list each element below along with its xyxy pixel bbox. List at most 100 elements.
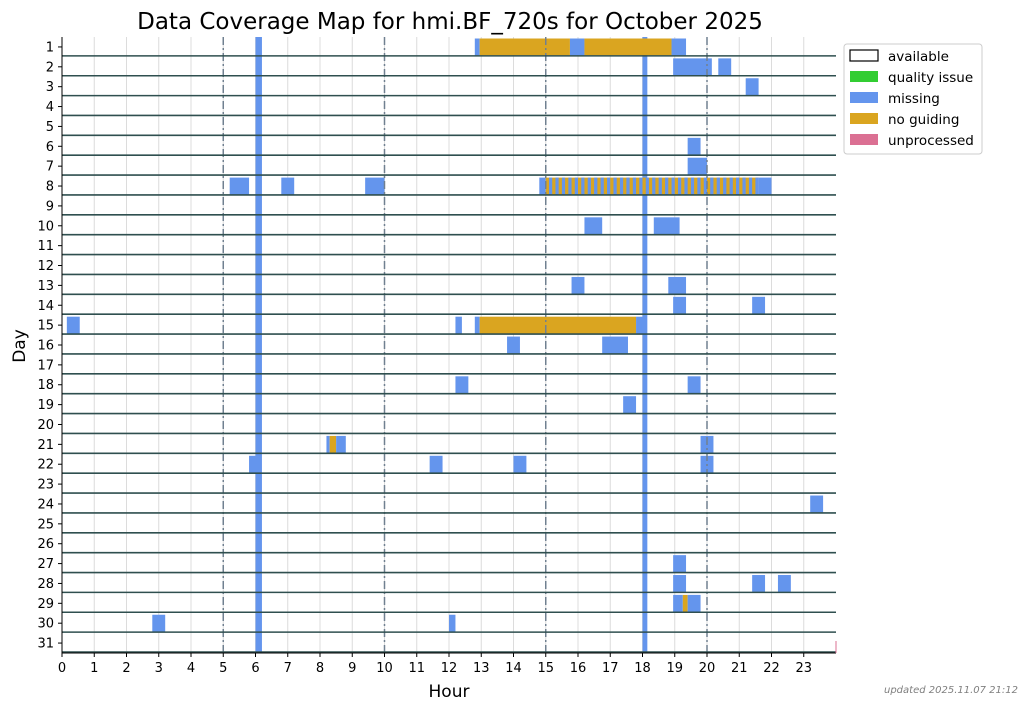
missing-substripe [600, 177, 604, 195]
coverage-segment [455, 376, 469, 394]
coverage-segment [777, 575, 791, 592]
coverage-segment [336, 435, 346, 453]
x-tick-label: 9 [348, 661, 356, 676]
missing-substripe [613, 177, 617, 195]
x-tick-label: 8 [316, 661, 324, 676]
missing-substripe [587, 177, 591, 195]
x-tick-label: 21 [731, 661, 748, 676]
missing-stripe [642, 37, 648, 653]
missing-substripe [677, 177, 682, 195]
x-tick-label: 16 [570, 661, 587, 676]
y-tick-label: 15 [37, 319, 54, 334]
missing-substripe [594, 177, 598, 195]
coverage-segment [682, 594, 688, 612]
y-tick-label: 29 [37, 597, 54, 612]
coverage-segment [329, 435, 337, 453]
y-tick-label: 27 [37, 557, 54, 572]
x-tick-label: 19 [666, 661, 683, 676]
coverage-segment [653, 217, 680, 235]
missing-substripe [639, 177, 643, 195]
legend-label: missing [888, 91, 940, 107]
y-tick-label: 8 [46, 180, 54, 195]
y-tick-label: 21 [37, 438, 54, 453]
legend: available quality issue missing no guiding u… [843, 43, 983, 155]
coverage-segment [569, 38, 585, 56]
x-tick-label: 10 [376, 661, 393, 676]
coverage-segment [668, 276, 687, 294]
coverage-segment [152, 614, 166, 632]
missing-substripe [568, 177, 572, 195]
legend-box [843, 43, 983, 155]
missing-substripe [626, 177, 630, 195]
y-tick-label: 26 [37, 537, 54, 552]
coverage-segment [229, 177, 250, 195]
coverage-segment [671, 38, 687, 56]
y-tick-label: 13 [37, 279, 54, 294]
updated-timestamp: updated 2025.11.07 21:12 [884, 685, 1018, 696]
missing-substripe [574, 177, 578, 195]
missing-stripe [255, 37, 262, 653]
y-tick-label: 17 [37, 358, 54, 373]
y-tick-label: 31 [37, 637, 54, 652]
missing-substripe [742, 177, 746, 195]
y-tick-label: 19 [37, 398, 54, 413]
x-axis-label: Hour [429, 682, 470, 702]
y-tick-label: 28 [37, 577, 54, 592]
x-tick-label: 20 [699, 661, 716, 676]
missing-substripe [548, 177, 553, 195]
coverage-segment [584, 217, 603, 235]
coverage-segment [66, 316, 80, 334]
x-tick-label: 23 [795, 661, 812, 676]
x-tick-label: 4 [187, 661, 195, 676]
y-tick-label: 24 [37, 497, 54, 512]
legend-swatch [850, 92, 878, 103]
missing-substripe [723, 177, 727, 195]
missing-substripe [755, 177, 759, 195]
x-tick-label: 2 [122, 661, 130, 676]
coverage-segment [752, 575, 766, 592]
missing-substripe [555, 177, 559, 195]
missing-substripe [671, 177, 675, 195]
y-tick-label: 5 [46, 120, 54, 135]
coverage-segment [249, 455, 256, 473]
y-tick-label: 14 [37, 299, 54, 314]
y-axis-label: Day [10, 329, 30, 363]
plot-area [62, 37, 836, 653]
coverage-segment [513, 455, 527, 473]
coverage-segment [636, 316, 643, 334]
y-tick-label: 30 [37, 617, 54, 632]
coverage-segment [455, 316, 462, 334]
y-tick-label: 20 [37, 418, 54, 433]
coverage-segment [758, 177, 772, 195]
coverage-segment [479, 316, 637, 334]
missing-substripe [710, 177, 714, 195]
missing-substripe [716, 177, 720, 195]
x-tick-label: 17 [602, 661, 619, 676]
missing-substripe [581, 177, 585, 195]
missing-substripe [645, 177, 649, 195]
x-tick-label: 22 [763, 661, 780, 676]
y-tick-label: 22 [37, 458, 54, 473]
axes: 0 1 2 3 4 5 6 7 8 9 10 11 12 13 14 15 16 17 18 19 20 21 22 2312… [37, 37, 837, 676]
coverage-segment [474, 316, 480, 334]
y-tick-label: 9 [46, 199, 54, 214]
y-tick-label: 11 [37, 239, 54, 254]
missing-substripe [652, 177, 656, 195]
missing-substripe [632, 177, 637, 195]
coverage-segment [673, 594, 683, 612]
coverage-segment [571, 276, 585, 294]
legend-swatch [850, 113, 878, 124]
coverage-segment [365, 177, 385, 195]
x-tick-label: 5 [219, 661, 227, 676]
coverage-segment [326, 435, 330, 453]
x-tick-label: 14 [505, 661, 522, 676]
coverage-segment [687, 594, 701, 612]
x-tick-label: 6 [251, 661, 259, 676]
coverage-segment [281, 177, 295, 195]
legend-label: available [888, 49, 949, 65]
legend-swatch [849, 49, 879, 62]
missing-substripe [748, 177, 753, 195]
y-tick-label: 18 [37, 378, 54, 393]
x-tick-label: 12 [441, 661, 458, 676]
